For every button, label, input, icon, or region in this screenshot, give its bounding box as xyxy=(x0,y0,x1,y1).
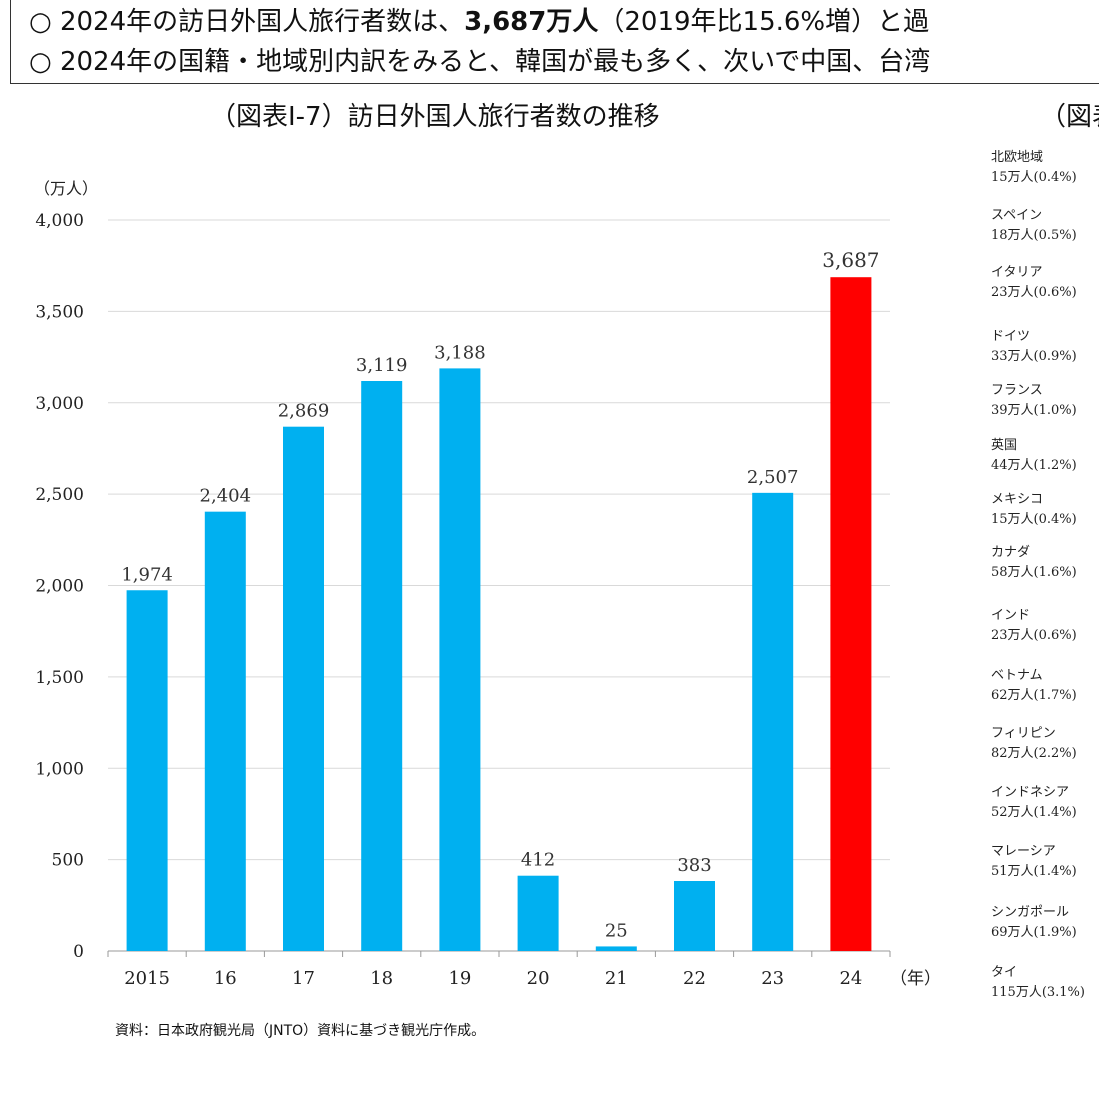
nationality-item: ドイツ 33万人(0.9%) xyxy=(991,327,1077,367)
nationality-name: スペイン xyxy=(991,208,1043,223)
data-label: 2,869 xyxy=(278,401,330,422)
nationality-item: カナダ 58万人(1.6%) xyxy=(991,543,1077,583)
nationality-value: 115万人(3.1%) xyxy=(991,985,1085,1000)
nationality-name: 北欧地域 xyxy=(991,150,1044,165)
nationality-value: 23万人(0.6%) xyxy=(991,628,1077,643)
data-label: 2,507 xyxy=(747,467,799,488)
x-tick-label: 18 xyxy=(370,968,393,989)
nationality-name: カナダ xyxy=(991,545,1031,560)
summary-text: （2019年比15.6%増）と過 xyxy=(598,7,930,37)
nationality-name: メキシコ xyxy=(991,492,1044,507)
y-tick-label: 3,500 xyxy=(35,302,84,322)
x-tick-label: 22 xyxy=(683,968,706,989)
y-tick-label: 1,000 xyxy=(35,759,84,779)
nationality-value: 82万人(2.2%) xyxy=(991,746,1077,761)
bar-21 xyxy=(595,946,637,951)
bar-20 xyxy=(517,875,559,951)
nationality-item: 英国 44万人(1.2%) xyxy=(991,436,1077,476)
y-tick-label: 1,500 xyxy=(35,668,84,688)
bar-24 xyxy=(830,277,872,951)
nationality-name: 英国 xyxy=(991,438,1018,453)
y-tick-label: 4,000 xyxy=(35,211,84,231)
y-tick-label: 3,000 xyxy=(35,394,84,414)
nationality-value: 52万人(1.4%) xyxy=(991,805,1077,820)
x-tick-label: 24 xyxy=(839,968,862,989)
nationality-value: 23万人(0.6%) xyxy=(991,285,1077,300)
x-tick-label: 19 xyxy=(448,968,471,989)
data-label: 3,188 xyxy=(434,342,486,363)
x-tick-label: 21 xyxy=(605,968,628,989)
data-label: 3,119 xyxy=(356,355,408,376)
bar-2015 xyxy=(126,590,168,951)
nationality-value: 44万人(1.2%) xyxy=(991,458,1077,473)
data-label: 2,404 xyxy=(200,486,252,507)
nationality-item: 北欧地域 15万人(0.4%) xyxy=(991,148,1077,188)
summary-highlight: 3,687万人 xyxy=(464,7,599,37)
nationality-item: シンガポール 69万人(1.9%) xyxy=(991,903,1077,943)
bar-chart: 0 500 1,000 1,500 2,000 2,500 3,000 3,500 4,000 （… xyxy=(34,179,941,989)
bar-17 xyxy=(283,426,324,951)
nationality-item: メキシコ 15万人(0.4%) xyxy=(991,490,1077,530)
data-label: 412 xyxy=(521,850,555,871)
nationality-name: インドネシア xyxy=(991,785,1070,800)
nationality-value: 39万人(1.0%) xyxy=(991,403,1077,418)
x-tick-label: 20 xyxy=(527,968,550,989)
summary-line-2: ○ 2024年の国籍・地域別内訳をみると、韓国が最も多く、次いで中国、台湾 xyxy=(29,47,931,77)
nationality-item: インドネシア 52万人(1.4%) xyxy=(991,783,1077,823)
right-chart-title: （図表 xyxy=(1040,102,1099,132)
nationality-name: フィリピン xyxy=(991,726,1056,741)
nationality-name: タイ xyxy=(991,965,1018,980)
data-label: 25 xyxy=(605,920,628,941)
summary-line-1: ○ 2024年の訪日外国人旅行者数は、3,687万人（2019年比15.6%増）… xyxy=(29,1,929,38)
nationality-value: 15万人(0.4%) xyxy=(991,170,1077,185)
nationality-name: イタリア xyxy=(991,265,1043,280)
nationality-value: 51万人(1.4%) xyxy=(991,864,1077,879)
nationality-item: イタリア 23万人(0.6%) xyxy=(991,263,1077,303)
bar-19 xyxy=(439,368,481,951)
y-tick-label: 0 xyxy=(73,942,84,962)
bar-18 xyxy=(361,381,403,951)
y-tick-label: 500 xyxy=(52,851,84,871)
y-tick-label: 2,500 xyxy=(35,485,84,505)
nationality-value: 62万人(1.7%) xyxy=(991,688,1077,703)
nationality-value: 15万人(0.4%) xyxy=(991,512,1077,527)
nationality-value: 33万人(0.9%) xyxy=(991,349,1077,364)
nationality-name: フランス xyxy=(991,383,1043,398)
y-axis-label: （万人） xyxy=(34,179,98,198)
x-tick-label: 16 xyxy=(214,968,237,989)
nationality-name: インド xyxy=(991,608,1031,623)
nationality-item: マレーシア 51万人(1.4%) xyxy=(991,842,1077,882)
bar-23 xyxy=(752,492,794,951)
data-label: 383 xyxy=(677,855,711,876)
nationality-item: スペイン 18万人(0.5%) xyxy=(991,206,1077,246)
chart-title: （図表Ⅰ-7）訪日外国人旅行者数の推移 xyxy=(210,102,660,132)
x-tick-label: 23 xyxy=(761,968,784,989)
x-axis-label: （年） xyxy=(890,969,941,989)
nationality-item: フィリピン 82万人(2.2%) xyxy=(991,724,1077,764)
nationality-item: フランス 39万人(1.0%) xyxy=(991,381,1077,421)
nationality-name: ベトナム xyxy=(991,668,1043,683)
x-tick-label: 2015 xyxy=(124,968,170,989)
nationality-value: 18万人(0.5%) xyxy=(991,228,1077,243)
nationality-item: タイ 115万人(3.1%) xyxy=(991,963,1085,1003)
nationality-name: ドイツ xyxy=(991,329,1031,344)
nationality-name: シンガポール xyxy=(991,905,1070,920)
nationality-name: マレーシア xyxy=(991,844,1056,859)
nationality-value: 69万人(1.9%) xyxy=(991,925,1077,940)
bar-22 xyxy=(674,881,715,951)
bar-16 xyxy=(204,511,246,951)
y-tick-label: 2,000 xyxy=(35,577,84,597)
data-label: 3,687 xyxy=(822,248,879,272)
data-label: 1,974 xyxy=(121,564,173,585)
nationality-item: ベトナム 62万人(1.7%) xyxy=(991,666,1077,706)
nationality-value: 58万人(1.6%) xyxy=(991,565,1077,580)
x-tick-label: 17 xyxy=(292,968,315,989)
nationality-item: インド 23万人(0.6%) xyxy=(991,606,1077,646)
summary-text: ○ 2024年の訪日外国人旅行者数は、 xyxy=(29,7,465,37)
summary-box: ○ 2024年の訪日外国人旅行者数は、3,687万人（2019年比15.6%増）… xyxy=(10,0,1099,84)
source-note: 資料：日本政府観光局（JNTO）資料に基づき観光庁作成。 xyxy=(115,1023,486,1039)
